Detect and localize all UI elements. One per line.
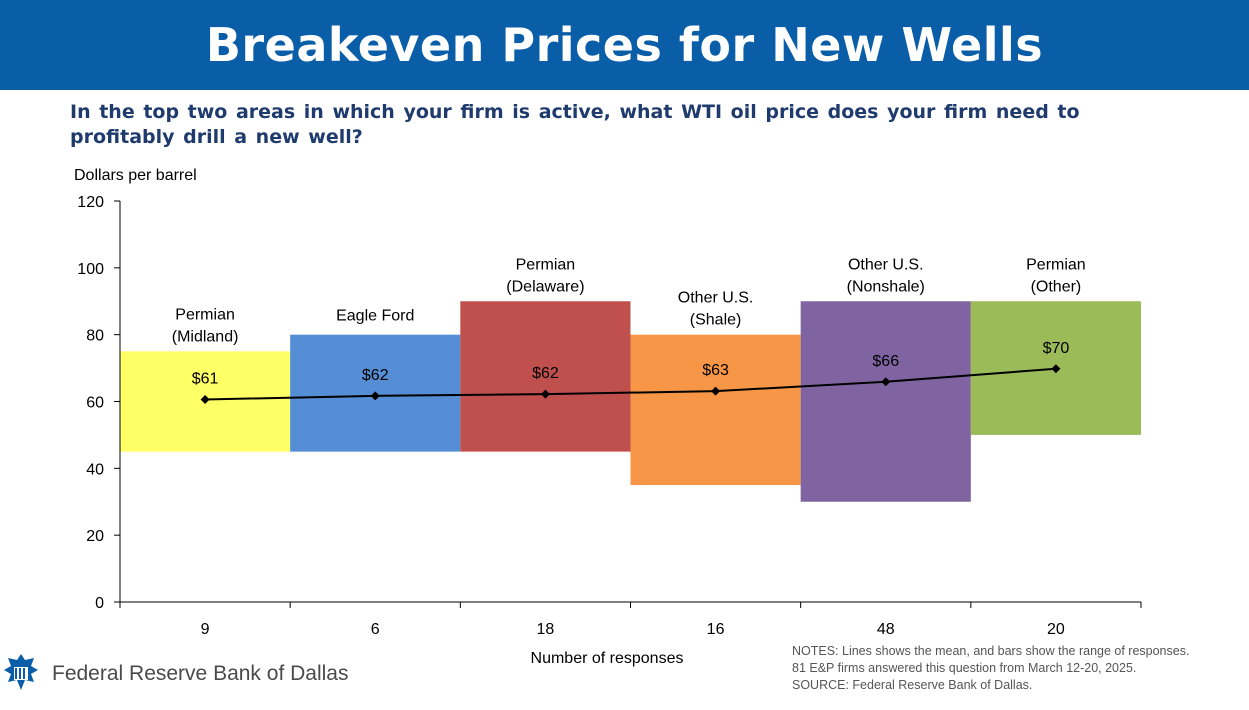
category-label: Other U.S. (Shale)	[678, 290, 754, 329]
x-axis-label: Number of responses	[531, 650, 684, 667]
mean-value-label: $61	[192, 370, 219, 387]
x-tick-label: 16	[707, 621, 725, 638]
mean-value-label: $66	[872, 353, 899, 370]
notes-line-1: NOTES: Lines shows the mean, and bars sh…	[792, 644, 1190, 658]
mean-marker	[540, 389, 550, 399]
fed-eagle-seal-icon	[4, 654, 38, 690]
data-labels: $61 Permian (Midland) $62 Eagle Ford $62 Permi…	[172, 256, 1086, 387]
y-axis-label: Dollars per barrel	[74, 167, 197, 184]
y-tick-label: 60	[86, 395, 104, 412]
category-label: Permian (Midland)	[172, 306, 239, 345]
range-bars	[120, 301, 1141, 502]
x-tick-label: 48	[877, 621, 895, 638]
mean-marker	[711, 386, 721, 396]
x-tick-label: 6	[371, 621, 380, 638]
mean-marker	[1051, 364, 1061, 374]
title-banner: Breakeven Prices for New Wells	[0, 0, 1249, 90]
y-tick-label: 100	[77, 261, 104, 278]
category-label: Other U.S. (Nonshale)	[847, 256, 925, 295]
category-label: Eagle Ford	[336, 308, 414, 325]
x-tick-label: 20	[1047, 621, 1065, 638]
category-label: Permian (Other)	[1026, 256, 1086, 295]
y-tick-label: 120	[77, 194, 104, 211]
bank-logo-block: Federal Reserve Bank of Dallas	[0, 650, 348, 698]
y-tick-label: 0	[95, 595, 104, 612]
range-bar	[630, 334, 801, 486]
y-tick-label: 40	[86, 461, 104, 478]
mean-value-label: $62	[532, 365, 559, 382]
mean-value-label: $62	[362, 367, 389, 384]
axes: Dollars per barrel Number of responses 0…	[74, 167, 1142, 667]
bank-name: Federal Reserve Bank of Dallas	[52, 662, 349, 685]
y-tick-label: 80	[86, 328, 104, 345]
page-title: Breakeven Prices for New Wells	[205, 18, 1044, 72]
mean-marker	[200, 394, 210, 404]
mean-marker	[881, 377, 891, 387]
mean-line-series	[200, 364, 1061, 404]
x-tick-label: 9	[201, 621, 210, 638]
range-bar	[800, 301, 971, 502]
notes-line-3: SOURCE: Federal Reserve Bank of Dallas.	[792, 678, 1033, 692]
mean-value-label: $63	[702, 362, 729, 379]
range-bar	[460, 301, 631, 452]
x-tick-label: 18	[537, 621, 555, 638]
mean-line	[205, 367, 1056, 401]
category-label: Permian (Delaware)	[506, 256, 584, 295]
mean-value-label: $70	[1043, 340, 1070, 357]
mean-marker	[370, 391, 380, 401]
y-tick-label: 20	[86, 528, 104, 545]
survey-question: In the top two areas in which your firm …	[70, 101, 1080, 148]
notes-line-2: 81 E&P firms answered this question from…	[792, 661, 1137, 675]
chart-notes: NOTES: Lines shows the mean, and bars sh…	[792, 643, 1242, 694]
